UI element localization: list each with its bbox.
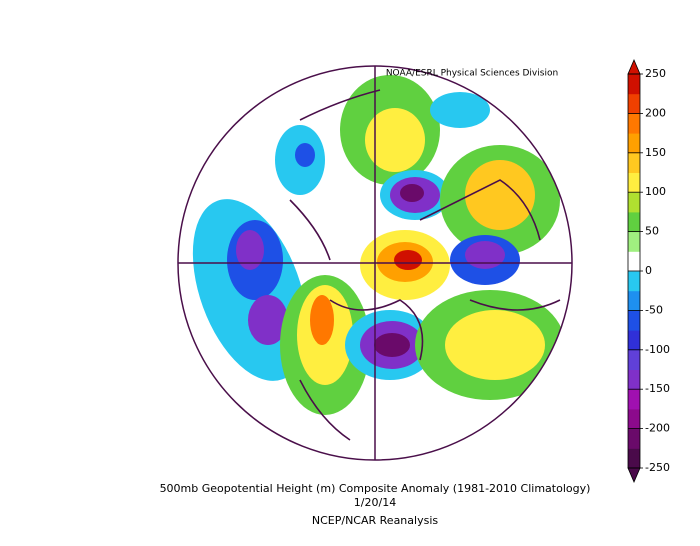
source: NCEP/NCAR Reanalysis <box>312 514 438 527</box>
colorbar-segment <box>628 172 640 193</box>
colorbar-top-arrow <box>627 58 641 75</box>
colorbar-segment <box>628 211 640 233</box>
colorbar-segment <box>628 290 640 311</box>
colorbar-segment <box>628 192 640 213</box>
colorbar-tick-label: 150 <box>645 146 666 159</box>
map <box>178 66 572 460</box>
colorbar-segment <box>628 428 640 449</box>
colorbar-tick-label: -150 <box>645 382 670 395</box>
colorbar-tick-label: 100 <box>645 185 666 198</box>
colorbar-segment <box>628 369 640 390</box>
credit: NOAA/ESRL Physical Sciences Division <box>386 69 558 79</box>
colorbar-tick-label: 50 <box>645 225 659 238</box>
colorbar: 250 200 150 100 50 0 -50 -100 -150 -200 -250 <box>627 58 670 484</box>
colorbar-segment <box>628 231 640 252</box>
colorbar-segment <box>628 408 640 430</box>
colorbar-segment <box>628 74 640 95</box>
colorbar-tick-label: -200 <box>645 422 670 435</box>
colorbar-segment <box>628 133 640 154</box>
colorbar-segment <box>628 330 640 351</box>
date: 1/20/14 <box>354 496 396 509</box>
colorbar-tick-label: -250 <box>645 461 670 474</box>
colorbar-segment <box>628 93 640 114</box>
colorbar-segment <box>628 349 640 370</box>
colorbar-segment <box>628 448 640 469</box>
colorbar-tick-label: 0 <box>645 264 652 277</box>
colorbar-segment <box>628 271 640 292</box>
colorbar-segment <box>628 310 640 331</box>
colorbar-segment <box>628 251 640 272</box>
title: 500mb Geopotential Height (m) Composite … <box>160 482 591 495</box>
colorbar-tick-label: -100 <box>645 343 670 356</box>
colorbar-segment <box>628 389 640 410</box>
colorbar-bottom-arrow <box>627 467 641 484</box>
colorbar-tick-label: 200 <box>645 106 666 119</box>
map-border <box>177 65 573 461</box>
colorbar-tick-label: -50 <box>645 303 663 316</box>
colorbar-segment <box>628 113 640 134</box>
colorbar-segment <box>628 152 640 173</box>
colorbar-tick-label: 250 <box>645 67 666 80</box>
